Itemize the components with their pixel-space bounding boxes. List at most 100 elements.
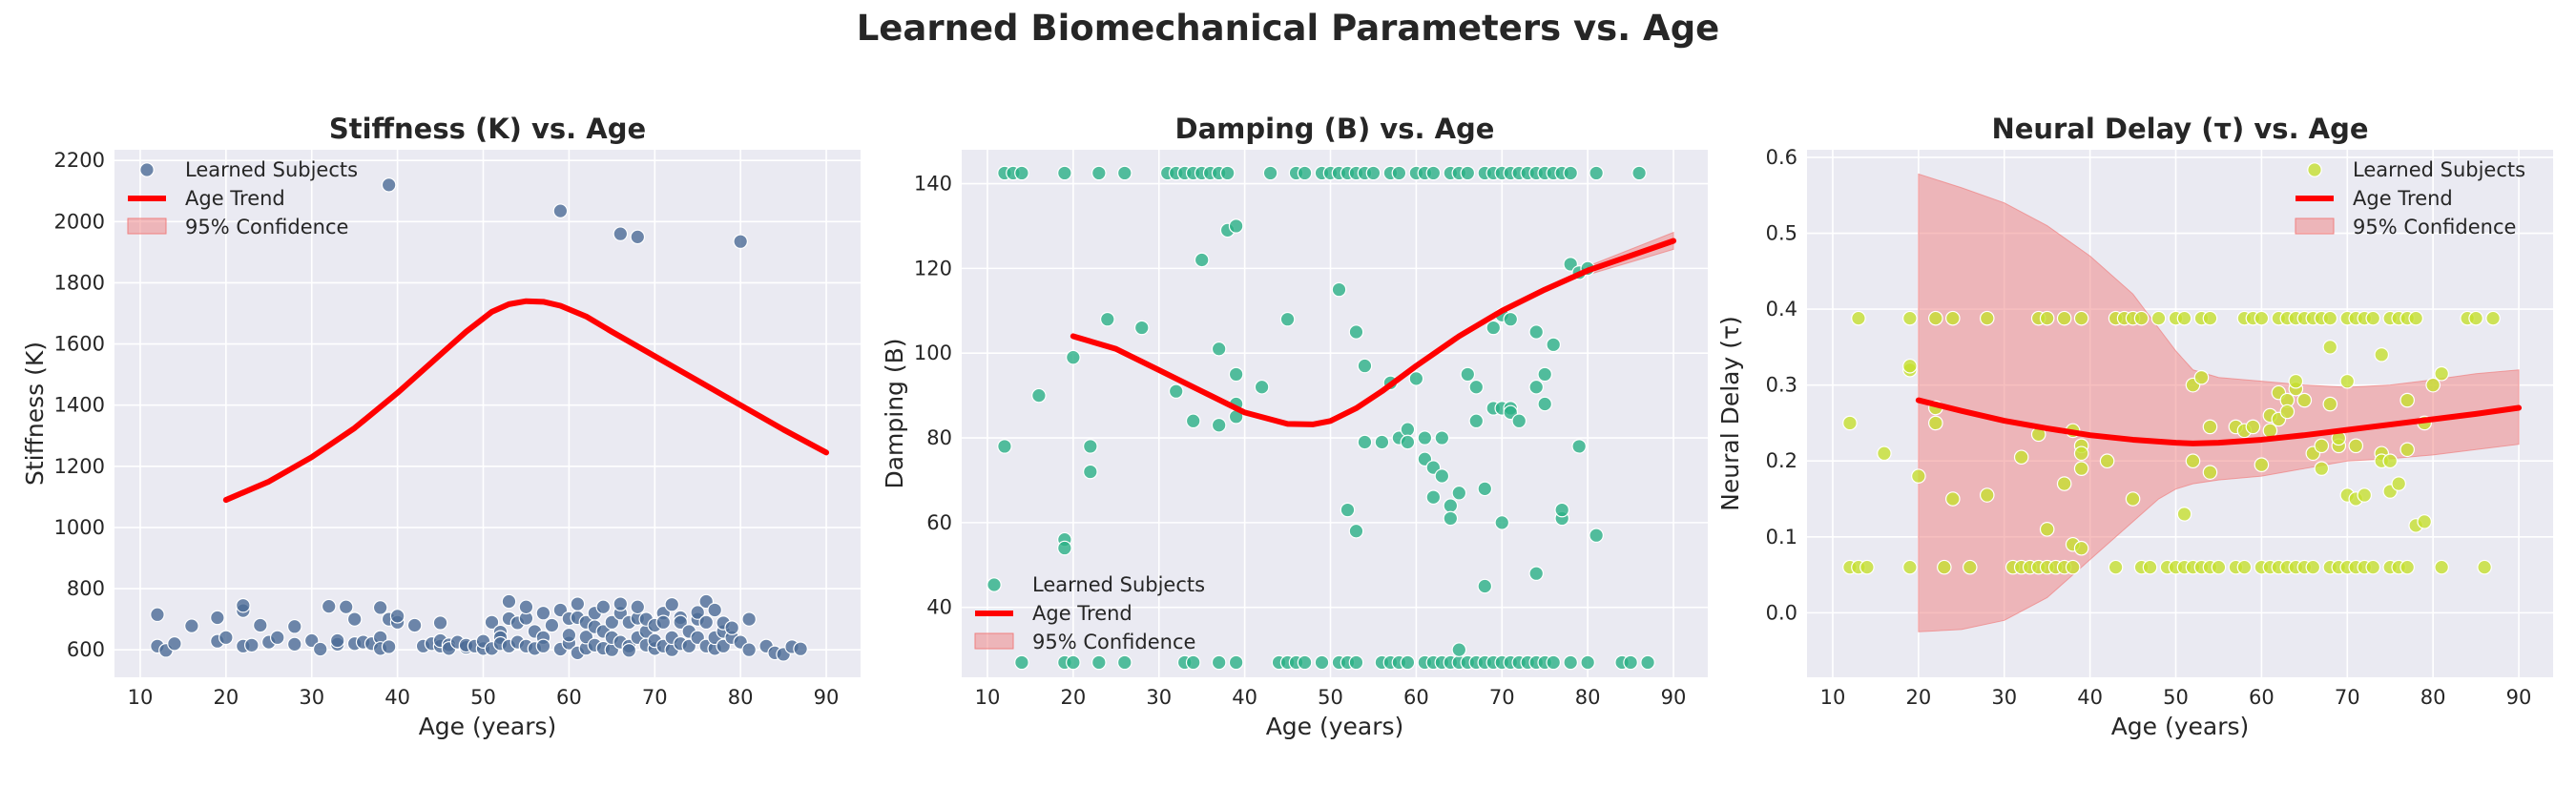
x-tick-label: 20	[1905, 686, 1931, 709]
data-point	[2262, 423, 2278, 439]
data-point	[1528, 566, 1545, 581]
y-axis-label: Neural Delay (τ)	[1716, 316, 1744, 511]
data-point	[544, 617, 560, 633]
data-point	[1408, 371, 1424, 386]
y-tick-label: 0.1	[1766, 526, 1797, 549]
data-point	[1877, 445, 1892, 462]
plot-content	[150, 177, 830, 662]
data-point	[1357, 358, 1373, 374]
data-point	[1262, 165, 1278, 181]
data-point	[1902, 358, 1918, 374]
data-point	[613, 596, 629, 611]
x-tick-label: 40	[384, 686, 410, 709]
y-axis-label: Stiffness (K)	[21, 342, 49, 486]
data-point	[1185, 654, 1201, 671]
data-point	[1460, 366, 1476, 383]
data-point	[484, 614, 500, 631]
data-point	[286, 618, 302, 634]
y-tick-label: 120	[914, 257, 952, 280]
data-point	[1194, 252, 1210, 268]
data-point	[673, 614, 689, 631]
data-point	[2065, 559, 2081, 575]
data-point	[707, 602, 722, 618]
data-point	[1116, 165, 1132, 181]
data-point	[218, 630, 234, 646]
legend-label-ci: 95% Confidence	[2353, 216, 2516, 238]
legend-ci-marker	[974, 632, 1014, 650]
legend-label-points: Learned Subjects	[2353, 158, 2525, 181]
x-tick-label: 80	[2420, 686, 2446, 709]
legend-ci-marker	[127, 217, 167, 235]
data-point	[2425, 377, 2441, 393]
legend-label-points: Learned Subjects	[185, 158, 358, 181]
x-tick-label: 70	[642, 686, 668, 709]
data-point	[1314, 654, 1330, 671]
data-point	[698, 614, 715, 631]
data-point	[1185, 413, 1201, 429]
data-point	[312, 641, 328, 657]
data-point	[1631, 165, 1647, 181]
plot-area	[962, 150, 1708, 677]
x-tick-label: 80	[1575, 686, 1601, 709]
data-point	[1546, 654, 1562, 671]
data-point	[2288, 373, 2304, 389]
x-tick-label: 70	[1489, 686, 1515, 709]
data-point	[1228, 366, 1244, 383]
data-point	[1477, 481, 1493, 497]
data-point	[1331, 281, 1347, 298]
y-tick-label: 800	[67, 577, 105, 600]
data-point	[2150, 310, 2167, 326]
data-point	[2056, 310, 2072, 326]
data-point	[2279, 404, 2296, 420]
x-tick-label: 70	[2335, 686, 2360, 709]
data-point	[741, 642, 757, 657]
x-tick-label: 90	[1661, 686, 1687, 709]
data-point	[1100, 311, 1115, 327]
subplot-title: Neural Delay (τ) vs. Age	[1991, 113, 2368, 145]
data-point	[733, 234, 748, 249]
data-point	[2468, 310, 2483, 326]
data-point	[2374, 347, 2390, 362]
data-point	[1219, 165, 1236, 181]
x-tick-label: 30	[299, 686, 324, 709]
data-point	[2133, 310, 2150, 326]
data-point	[389, 609, 405, 624]
data-point	[372, 600, 388, 615]
data-point	[1279, 311, 1296, 327]
data-point	[1357, 434, 1373, 450]
x-tick-label: 90	[2506, 686, 2532, 709]
data-point	[2108, 559, 2124, 575]
y-tick-label: 1800	[54, 271, 105, 294]
data-point	[1928, 415, 1943, 431]
data-point	[1563, 165, 1578, 181]
data-point	[2013, 449, 2029, 466]
x-tick-label: 30	[1991, 686, 2017, 709]
data-point	[1340, 502, 1356, 518]
data-point	[1091, 654, 1107, 671]
x-tick-label: 40	[1232, 686, 1257, 709]
data-point	[1057, 165, 1072, 181]
data-point	[630, 599, 646, 615]
data-point	[1859, 559, 1875, 575]
data-point	[724, 620, 739, 635]
data-point	[2073, 461, 2089, 476]
data-point	[2254, 457, 2270, 473]
data-point	[2039, 310, 2055, 326]
data-point	[1211, 417, 1227, 433]
data-point	[2365, 310, 2381, 326]
data-point	[346, 611, 363, 627]
data-point	[381, 177, 397, 193]
data-point	[1842, 415, 1858, 431]
data-point	[286, 636, 302, 652]
x-tick-label: 60	[2249, 686, 2275, 709]
data-point	[2073, 540, 2089, 556]
data-point	[406, 617, 423, 633]
legend-label-points: Learned Subjects	[1032, 573, 1205, 596]
data-point	[1228, 654, 1244, 671]
y-tick-label: 140	[914, 173, 952, 196]
y-tick-label: 600	[67, 638, 105, 661]
x-tick-label: 90	[814, 686, 840, 709]
data-point	[1434, 468, 1450, 484]
data-point	[1254, 379, 1270, 395]
